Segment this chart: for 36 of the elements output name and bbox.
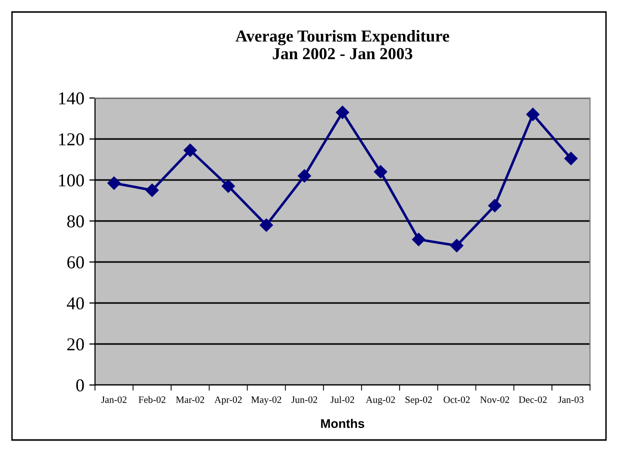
y-tick-label: 60 [67,256,84,268]
y-tick-label: 140 [59,92,84,104]
y-tick-label: 80 [67,215,84,228]
point [260,218,273,232]
x-tick-label: Feb-02 [138,396,166,403]
x-tick-label: Nov-02 [480,396,510,403]
y-tick-label: 100 [59,174,84,186]
y-tick-label: 40 [66,297,84,310]
x-tick-label: May-02 [251,396,282,405]
point [336,106,350,119]
point [298,169,312,182]
point [107,176,121,190]
point [564,152,578,166]
point [146,184,159,197]
x-tick-label: Jan-02 [101,396,126,403]
y-tick-label: 0 [76,379,84,392]
point [184,144,197,157]
point [222,180,235,193]
point [488,199,502,212]
x-tick-label: Jun-02 [291,396,318,403]
x-tick-label: Dec-02 [518,396,547,403]
chart-title: Average Tourism Expenditure Jan 2002 - Jan 2003 [236,30,450,60]
x-tick-label: Oct-02 [444,396,470,403]
point [374,165,388,178]
y-tick-label: 20 [67,338,84,350]
x-axis-title: Months [321,418,364,428]
point [412,232,426,246]
x-tick-label: Apr-02 [214,396,242,405]
x-tick-label: Sep-02 [406,396,432,405]
point [526,108,540,121]
x-tick-label: Mar-02 [176,396,204,403]
x-tick-label: Jan-03 [558,396,584,403]
point [450,239,464,252]
x-tick-label: Aug-02 [366,396,395,405]
x-tick-label: Jul-02 [330,396,354,403]
y-tick-label: 120 [59,133,84,146]
